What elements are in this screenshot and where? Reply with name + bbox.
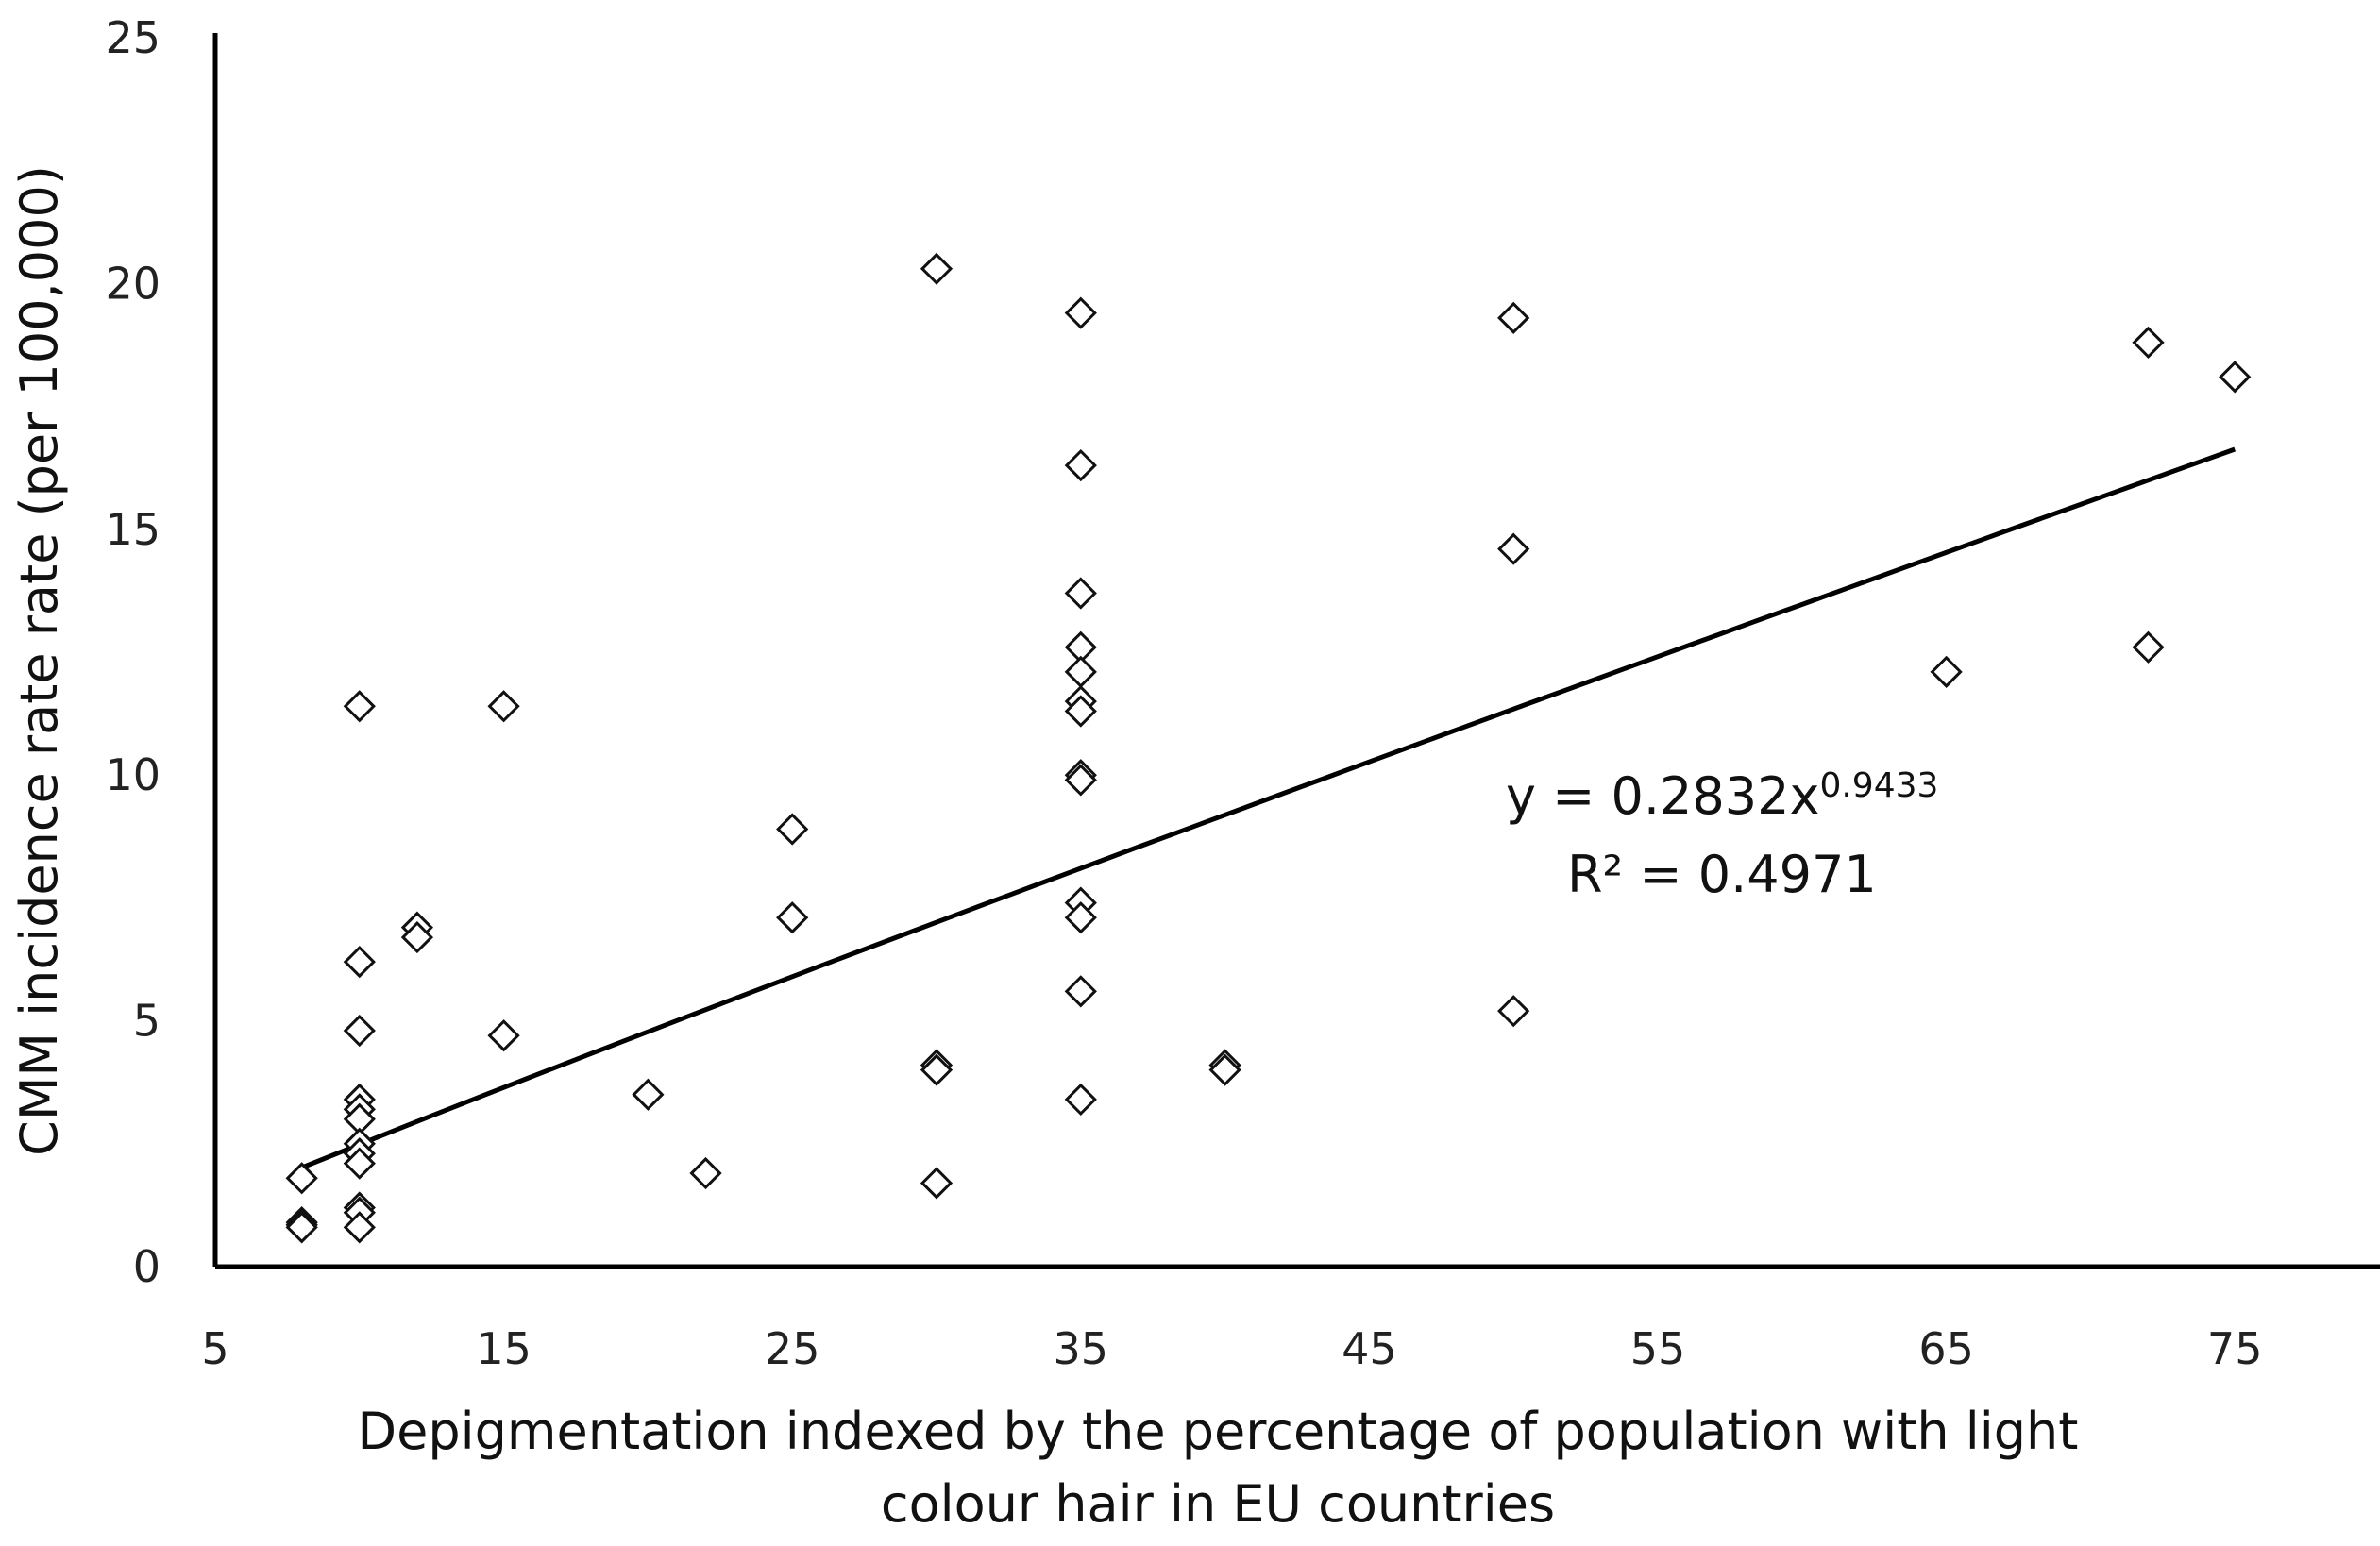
data-point bbox=[1497, 532, 1530, 565]
equation-exponent: 0.9433 bbox=[1819, 766, 1938, 805]
x-tick-label: 25 bbox=[765, 1323, 820, 1374]
data-point bbox=[343, 945, 376, 979]
y-tick-label: 10 bbox=[105, 749, 160, 800]
data-point bbox=[1064, 975, 1097, 1008]
data-point bbox=[343, 690, 376, 723]
data-point bbox=[1064, 448, 1097, 482]
data-point bbox=[632, 1078, 665, 1111]
data-point bbox=[920, 1167, 954, 1200]
data-point bbox=[1064, 577, 1097, 610]
data-point bbox=[776, 813, 809, 846]
data-point bbox=[1064, 901, 1097, 934]
data-point bbox=[1930, 655, 1963, 688]
data-point bbox=[776, 901, 809, 934]
data-point bbox=[1064, 655, 1097, 688]
y-tick-label: 25 bbox=[105, 12, 160, 63]
data-point bbox=[1497, 301, 1530, 334]
r-squared-label: R² = 0.4971 bbox=[1567, 845, 1877, 904]
y-axis-title: CMM incidence rate rate (per 100,000) bbox=[9, 165, 69, 1156]
data-point bbox=[2132, 630, 2165, 664]
x-axis-title-line-2: colour hair in EU countries bbox=[881, 1474, 1555, 1534]
x-tick-label: 75 bbox=[2207, 1323, 2263, 1374]
data-point bbox=[1064, 1083, 1097, 1117]
x-axis-title-line-1: Depigmentation indexed by the percentage… bbox=[358, 1402, 2079, 1461]
data-point bbox=[285, 1162, 318, 1195]
equation-base: y = 0.2832x bbox=[1506, 766, 1819, 826]
data-point bbox=[2132, 326, 2165, 360]
y-tick-label: 0 bbox=[133, 1241, 160, 1292]
data-point bbox=[1064, 764, 1097, 797]
data-point bbox=[920, 1053, 954, 1086]
data-point bbox=[487, 1019, 520, 1052]
data-point bbox=[1497, 995, 1530, 1028]
y-tick-label: 15 bbox=[105, 504, 160, 555]
x-tick-label: 35 bbox=[1054, 1323, 1109, 1374]
data-point bbox=[343, 1014, 376, 1048]
x-tick-label: 15 bbox=[476, 1323, 532, 1374]
x-axis-tick-labels: 5 15 25 35 45 55 65 75 bbox=[201, 1323, 2262, 1374]
data-point bbox=[487, 690, 520, 723]
y-tick-label: 5 bbox=[133, 996, 160, 1047]
data-point bbox=[343, 1211, 376, 1244]
data-point bbox=[400, 920, 434, 954]
data-point bbox=[2219, 361, 2252, 394]
data-point bbox=[285, 1211, 318, 1244]
x-tick-label: 55 bbox=[1630, 1323, 1686, 1374]
data-point bbox=[920, 252, 954, 285]
y-axis-tick-labels: 0 5 10 15 20 25 bbox=[105, 12, 160, 1292]
trendline bbox=[300, 446, 2237, 1170]
data-point bbox=[343, 1147, 376, 1180]
x-tick-label: 5 bbox=[201, 1323, 228, 1374]
data-point bbox=[1064, 695, 1097, 728]
data-points bbox=[285, 252, 2252, 1244]
data-point bbox=[1208, 1053, 1241, 1086]
x-tick-label: 65 bbox=[1918, 1323, 1974, 1374]
data-point bbox=[689, 1156, 722, 1190]
trendline-equation: y = 0.2832x0.9433 bbox=[1506, 766, 1938, 826]
y-tick-label: 20 bbox=[105, 258, 160, 309]
data-point bbox=[1064, 296, 1097, 329]
x-tick-label: 45 bbox=[1342, 1323, 1397, 1374]
